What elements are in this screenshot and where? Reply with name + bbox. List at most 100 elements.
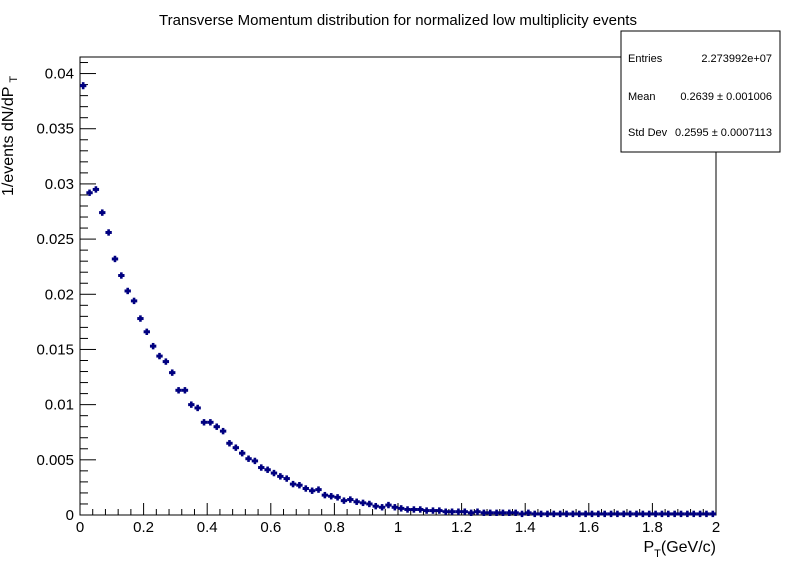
data-point bbox=[487, 509, 494, 516]
data-point bbox=[277, 473, 284, 480]
data-point bbox=[283, 475, 290, 482]
data-point bbox=[436, 507, 443, 514]
data-point bbox=[525, 509, 532, 516]
y-axis-label: 1/events dN/dP T bbox=[0, 76, 20, 196]
data-point bbox=[639, 510, 647, 518]
data-point bbox=[334, 494, 341, 501]
data-point bbox=[601, 510, 608, 518]
data-point bbox=[633, 510, 640, 518]
data-point bbox=[671, 510, 678, 518]
data-point bbox=[194, 404, 201, 412]
data-point bbox=[684, 510, 691, 518]
data-point bbox=[353, 498, 360, 505]
x-tick-label: 0.4 bbox=[197, 519, 218, 536]
data-point bbox=[474, 508, 481, 515]
data-point bbox=[289, 480, 297, 488]
x-axis-label-base: P bbox=[643, 539, 654, 556]
data-point bbox=[696, 510, 704, 518]
data-point bbox=[219, 427, 227, 435]
data-point bbox=[690, 510, 697, 518]
y-axis-label-base: 1/events dN/dP bbox=[0, 87, 17, 196]
data-point bbox=[480, 509, 488, 516]
data-point bbox=[188, 401, 195, 408]
data-point bbox=[709, 510, 716, 518]
y-tick-label: 0.02 bbox=[45, 286, 74, 303]
data-point bbox=[703, 510, 710, 518]
data-point bbox=[537, 510, 545, 518]
data-point bbox=[181, 387, 189, 394]
x-tick-label: 0.6 bbox=[260, 519, 281, 536]
stats-mean-value: 0.2639 ± 0.001006 bbox=[680, 91, 772, 103]
data-point bbox=[130, 297, 138, 305]
data-point bbox=[378, 504, 386, 511]
stats-entries-value: 2.273992e+07 bbox=[701, 53, 772, 65]
data-point bbox=[239, 449, 246, 457]
data-point bbox=[80, 82, 87, 90]
data-point bbox=[137, 315, 144, 322]
data-point bbox=[665, 510, 672, 518]
data-point bbox=[493, 509, 500, 516]
data-point bbox=[258, 464, 265, 471]
data-point bbox=[467, 509, 475, 516]
x-tick-label: 0 bbox=[76, 519, 84, 536]
data-point bbox=[512, 509, 519, 516]
x-axis-label-sub: T bbox=[654, 548, 661, 560]
stats-box: Entries 2.273992e+07 Mean 0.2639 ± 0.001… bbox=[620, 30, 781, 153]
data-point bbox=[111, 255, 119, 263]
x-axis-label: PT(GeV/c) bbox=[643, 539, 716, 560]
data-point bbox=[614, 510, 621, 518]
y-tick-label: 0.035 bbox=[36, 121, 74, 138]
data-point bbox=[461, 508, 468, 515]
y-tick-label: 0.025 bbox=[36, 231, 74, 248]
y-tick-label: 0.015 bbox=[36, 341, 74, 358]
x-tick-label: 2 bbox=[712, 519, 720, 536]
stats-entries-label: Entries bbox=[628, 53, 663, 65]
data-point bbox=[340, 497, 348, 504]
data-point bbox=[391, 504, 398, 511]
data-point bbox=[588, 510, 596, 518]
data-point bbox=[429, 507, 437, 514]
data-point bbox=[544, 510, 551, 518]
data-point bbox=[620, 510, 627, 518]
data-point bbox=[607, 510, 615, 518]
data-point bbox=[417, 506, 424, 513]
x-tick-label: 0.2 bbox=[133, 519, 154, 536]
data-point bbox=[531, 510, 538, 518]
data-point bbox=[264, 466, 271, 473]
data-point bbox=[200, 419, 208, 426]
data-point bbox=[582, 510, 589, 518]
chart-title: Transverse Momentum distribution for nor… bbox=[159, 12, 637, 29]
data-point bbox=[226, 440, 233, 447]
data-point bbox=[296, 482, 303, 489]
data-point bbox=[404, 506, 411, 513]
data-point bbox=[595, 510, 602, 518]
y-axis-label-sub: T bbox=[8, 76, 20, 83]
x-tick-label: 1 bbox=[394, 519, 402, 536]
data-point bbox=[245, 455, 252, 462]
data-point bbox=[92, 186, 100, 193]
x-tick-label: 1.4 bbox=[515, 519, 536, 536]
data-point bbox=[626, 510, 634, 518]
data-point bbox=[398, 505, 405, 512]
stats-mean-label: Mean bbox=[628, 91, 656, 103]
data-point bbox=[658, 510, 666, 518]
data-series bbox=[80, 82, 716, 518]
stats-box-frame bbox=[620, 30, 781, 153]
data-point bbox=[149, 342, 157, 350]
stats-stddev-value: 0.2595 ± 0.0007113 bbox=[675, 127, 772, 139]
data-point bbox=[321, 491, 329, 499]
x-axis: 0 0.2 0.4 0.6 0.8 1 1.2 1.4 1.6 1.8 2 bbox=[76, 503, 720, 536]
data-point bbox=[550, 510, 557, 518]
data-point bbox=[251, 457, 259, 465]
data-point bbox=[506, 509, 513, 516]
data-point bbox=[302, 485, 309, 492]
data-point bbox=[646, 510, 653, 518]
data-point bbox=[99, 209, 106, 216]
data-point bbox=[162, 358, 170, 365]
data-point bbox=[442, 508, 449, 515]
stats-stddev-label: Std Dev bbox=[628, 127, 668, 139]
data-point bbox=[652, 510, 659, 518]
data-point bbox=[448, 508, 456, 515]
data-point bbox=[315, 486, 322, 493]
